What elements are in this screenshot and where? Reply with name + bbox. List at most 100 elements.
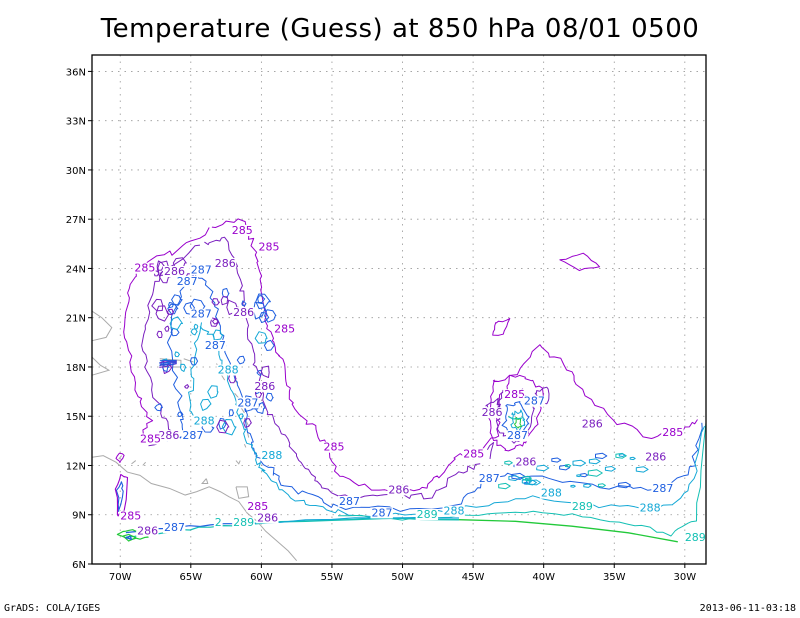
grads-credit: GrADS: COLA/IGES xyxy=(4,603,101,614)
contour-label-bg xyxy=(136,525,159,537)
contour-287 xyxy=(580,473,589,478)
contour-label: 285 xyxy=(247,500,268,513)
lat-tick-label: 27N xyxy=(66,215,86,226)
contour-label-bg xyxy=(119,510,142,522)
longitude-axis: 70W 65W 60W 55W 50W 45W 40W 35W 30W xyxy=(109,564,696,583)
contour-label: 288 xyxy=(541,487,562,500)
contour-289 xyxy=(564,464,572,468)
contour-label: 288 xyxy=(640,501,661,514)
contour-label: 285 xyxy=(134,262,155,275)
contour-288 xyxy=(508,475,521,481)
contour-label-bg xyxy=(162,266,186,278)
contour-label: 287 xyxy=(371,506,392,519)
contour-label: 2 xyxy=(215,516,222,529)
contour-286 xyxy=(260,365,270,378)
contour-288 xyxy=(193,323,199,330)
contour-label: 286 xyxy=(582,418,603,431)
contour-label-bg xyxy=(661,426,684,438)
lon-tick-label: 30W xyxy=(674,572,697,583)
contour-288 xyxy=(583,483,592,488)
contour-287 xyxy=(167,303,179,315)
contour-286 xyxy=(167,308,175,315)
contour-label: 287 xyxy=(182,429,203,442)
contour-label: 287 xyxy=(177,275,198,288)
contour-label-bg xyxy=(213,257,237,269)
contour-285 xyxy=(492,318,511,336)
contour-286 xyxy=(184,384,190,389)
contour-label-bg xyxy=(232,517,255,529)
contour-285 xyxy=(487,374,544,452)
contour-label: 286 xyxy=(257,511,278,524)
contour-label: 285 xyxy=(662,426,683,439)
contour-label-bg xyxy=(522,395,546,407)
contour-287 xyxy=(115,481,124,513)
contour-label: 288 xyxy=(443,505,464,518)
contour-288 xyxy=(174,351,180,358)
contour-288 xyxy=(576,474,582,478)
contour-288 xyxy=(207,385,219,399)
lat-tick-label: 30N xyxy=(66,166,86,177)
contour-label: 285 xyxy=(274,322,295,335)
contour-286 xyxy=(216,419,230,434)
contour-289 xyxy=(504,460,513,465)
contour-label-bg xyxy=(181,430,204,442)
contour-label: 287 xyxy=(164,521,185,534)
contour-287 xyxy=(166,273,195,442)
contour-288 xyxy=(221,419,237,436)
contour-label-bg xyxy=(236,397,259,409)
lon-tick-label: 50W xyxy=(391,572,414,583)
contour-label: 286 xyxy=(645,451,666,464)
contour-287 xyxy=(221,288,230,299)
contour-286 xyxy=(243,418,252,428)
coastline xyxy=(235,486,250,499)
lon-tick-label: 70W xyxy=(109,572,132,583)
contour-286 xyxy=(151,298,164,312)
contour-label: 288 xyxy=(194,414,215,427)
contour-label-bg xyxy=(192,415,216,427)
lat-tick-label: 6N xyxy=(72,560,86,571)
contour-287 xyxy=(190,357,199,366)
contour-286 xyxy=(156,330,163,339)
coastline xyxy=(243,443,247,448)
contour-label-bg xyxy=(257,241,280,253)
contour-286 xyxy=(211,298,220,306)
contour-288 xyxy=(212,329,224,341)
coastline xyxy=(201,478,209,485)
contour-287 xyxy=(125,535,133,541)
contour-label-bg xyxy=(503,389,526,401)
contour-287 xyxy=(159,359,177,362)
contour-label-bg xyxy=(462,448,485,460)
contour-287 xyxy=(228,409,235,417)
contour-label: 286 xyxy=(158,429,179,442)
contour-label-bg xyxy=(189,308,213,320)
contour-287 xyxy=(254,402,266,414)
contour-288 xyxy=(188,322,202,423)
contour-287 xyxy=(241,300,247,307)
contour-label: 287 xyxy=(205,339,226,352)
contour-label: 287 xyxy=(524,395,545,408)
coastline xyxy=(118,455,123,460)
contour-label-bg xyxy=(683,532,707,544)
coastline xyxy=(235,460,241,465)
contour-287 xyxy=(559,464,571,471)
contour-286 xyxy=(164,325,170,332)
lon-tick-label: 45W xyxy=(462,572,485,583)
contour-label-bg xyxy=(138,433,162,445)
contour-285 xyxy=(559,252,601,272)
contour-288 xyxy=(200,398,212,411)
lon-tick-label: 35W xyxy=(603,572,626,583)
contour-289 xyxy=(522,475,532,481)
contour-287 xyxy=(159,361,177,365)
contour-label: 285 xyxy=(323,441,344,454)
contour-label-bg xyxy=(477,472,501,484)
contour-label-bg xyxy=(230,224,254,236)
contour-label-bg xyxy=(260,449,283,461)
contour-label: 287 xyxy=(652,482,673,495)
contour-287 xyxy=(618,481,632,489)
contour-287 xyxy=(159,360,177,364)
contour-label-bg xyxy=(216,364,240,376)
contour-label: 287 xyxy=(507,429,528,442)
contour-label: 286 xyxy=(233,306,254,319)
